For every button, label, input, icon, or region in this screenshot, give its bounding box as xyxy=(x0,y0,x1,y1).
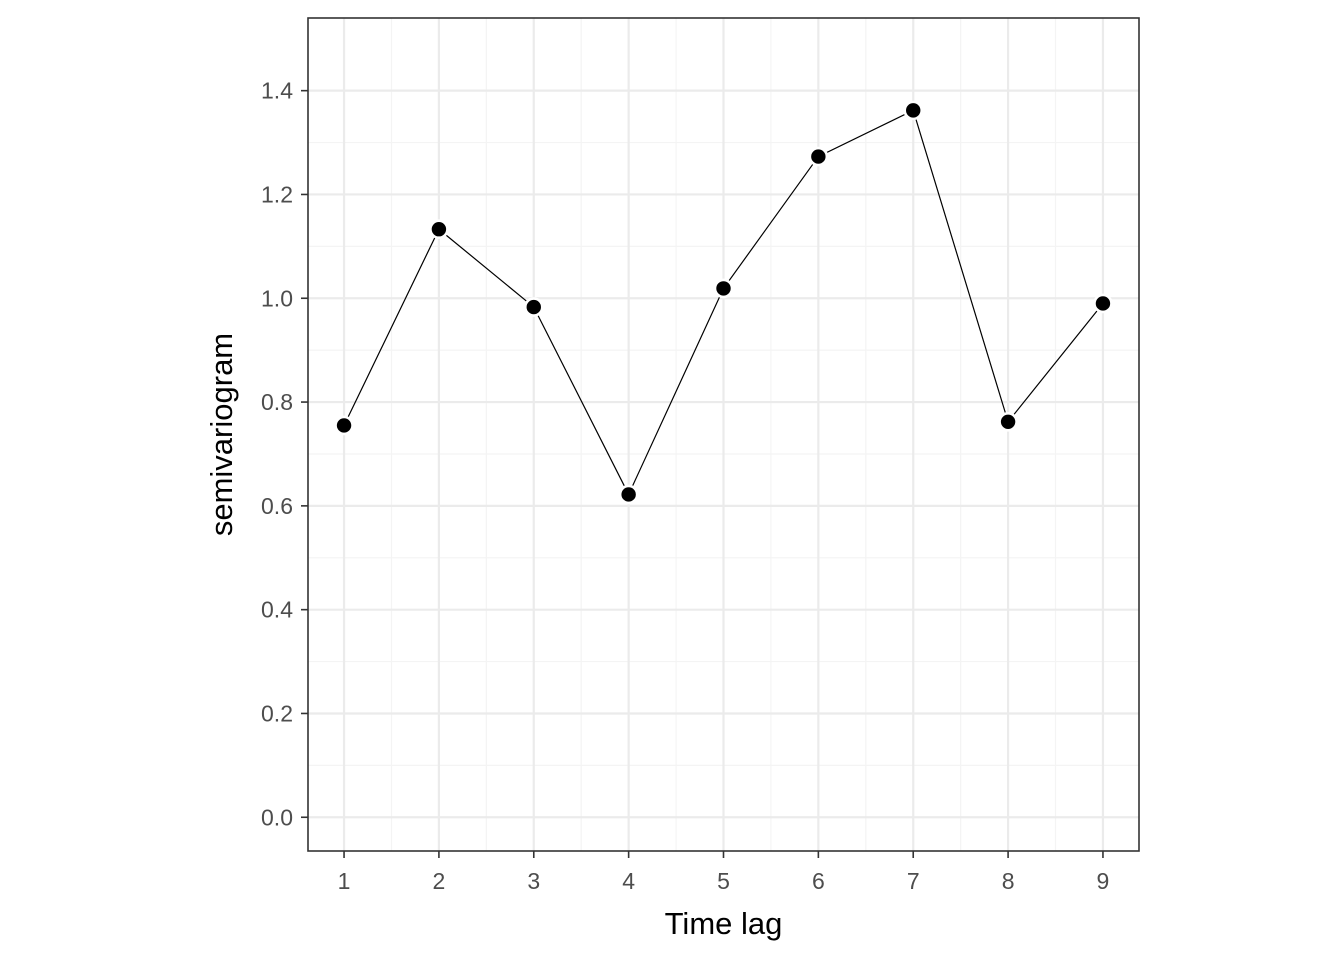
data-point xyxy=(429,219,449,240)
data-point xyxy=(713,278,734,299)
y-tick-label: 0.6 xyxy=(261,493,293,519)
y-tick-label: 1.4 xyxy=(261,78,293,104)
x-tick-label: 7 xyxy=(907,868,920,894)
data-point xyxy=(808,146,829,167)
data-point xyxy=(618,484,639,505)
y-axis: 0.0 0.2 0.4 0.6 0.8 1.0 1.2 1.4 xyxy=(261,78,308,830)
x-tick-label: 1 xyxy=(338,868,351,894)
y-tick-label: 1.0 xyxy=(261,285,293,311)
y-tick-label: 0.4 xyxy=(261,597,293,623)
x-tick-label: 9 xyxy=(1097,868,1110,894)
y-axis-title: semivariogram xyxy=(204,333,239,536)
y-tick-label: 0.8 xyxy=(261,389,293,415)
major-gridlines xyxy=(308,18,1139,851)
x-tick-label: 3 xyxy=(527,868,540,894)
x-tick-label: 5 xyxy=(717,868,730,894)
data-point xyxy=(523,297,544,317)
data-point xyxy=(1093,293,1113,314)
x-tick-label: 2 xyxy=(433,868,446,894)
y-tick-label: 0.0 xyxy=(261,804,293,830)
x-axis-title: Time lag xyxy=(665,906,783,941)
x-tick-label: 8 xyxy=(1002,868,1015,894)
data-point xyxy=(903,100,924,121)
data-point xyxy=(334,415,354,436)
y-tick-label: 0.2 xyxy=(261,700,293,726)
x-tick-label: 4 xyxy=(622,868,635,894)
data-point xyxy=(998,411,1018,432)
data-points xyxy=(334,100,1113,505)
x-axis: 1 2 3 4 5 6 7 8 9 xyxy=(338,851,1110,894)
y-tick-label: 1.2 xyxy=(261,181,293,207)
x-tick-label: 6 xyxy=(812,868,825,894)
